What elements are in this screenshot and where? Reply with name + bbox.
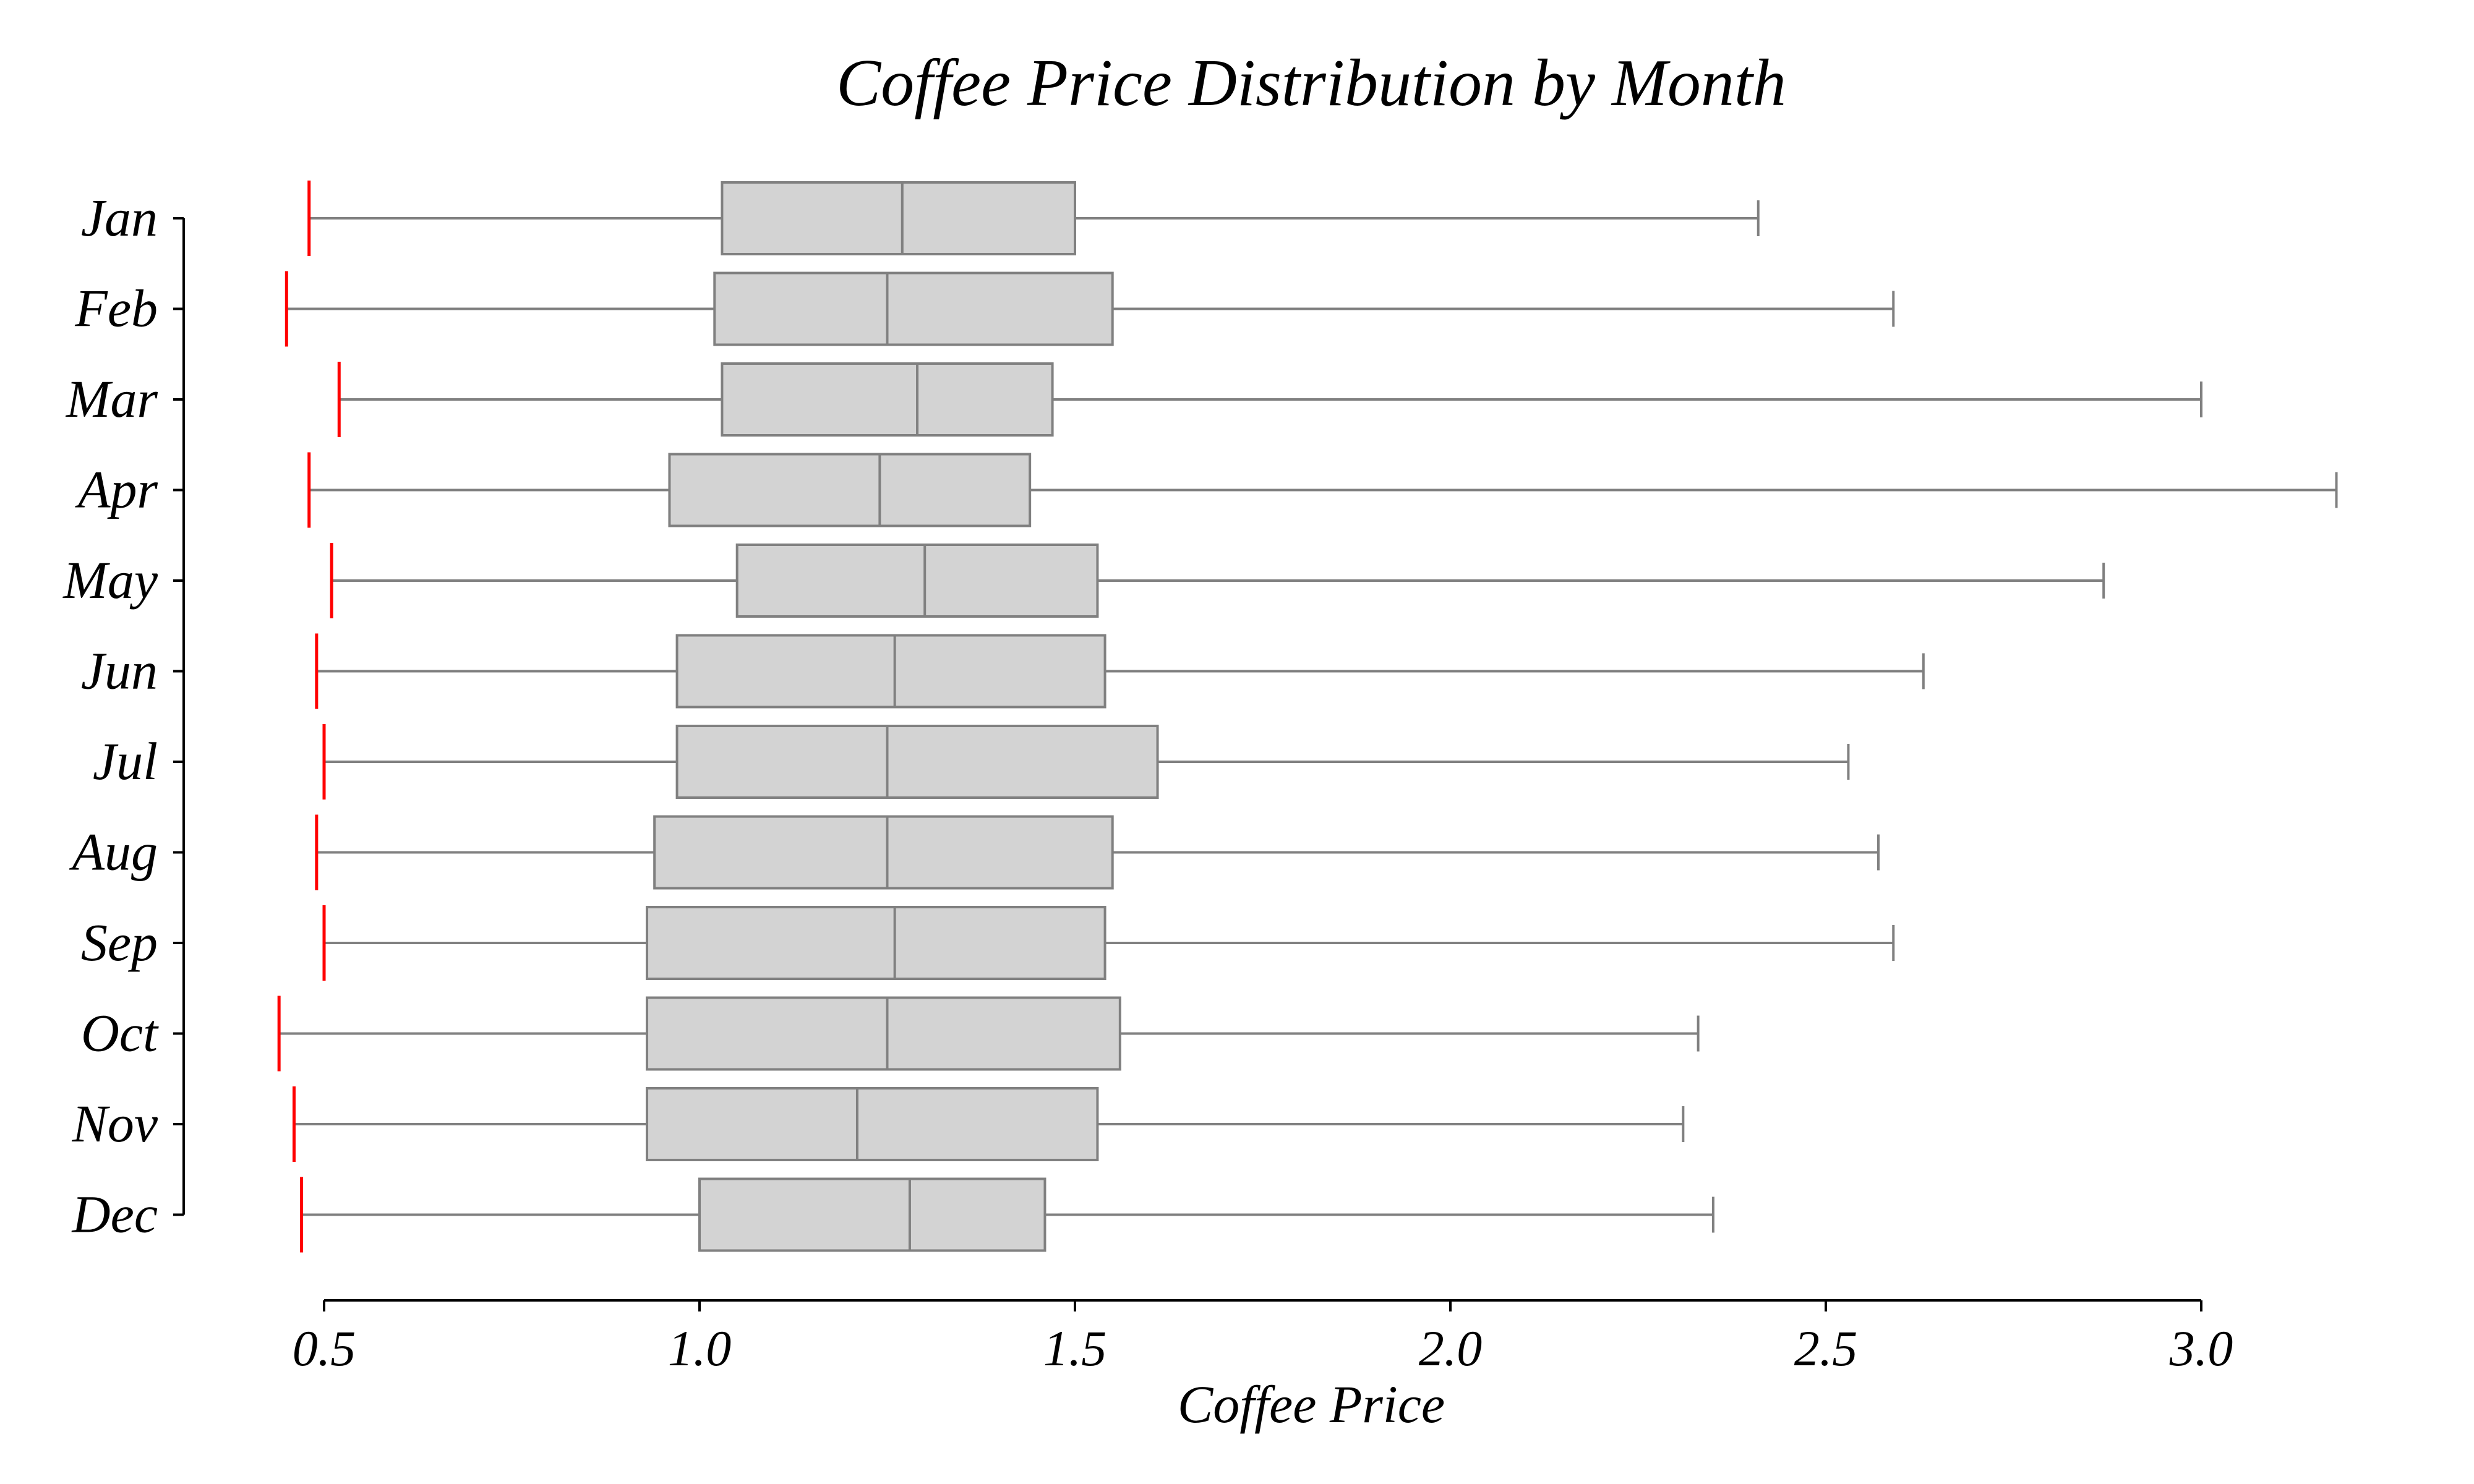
iqr-box-mar — [721, 362, 1054, 437]
x-tick-label-4: 2.5 — [1794, 1320, 1858, 1376]
x-tick-label-1: 1.0 — [668, 1320, 732, 1376]
iqr-box-feb — [713, 271, 1114, 346]
y-tick-label-mar: Mar — [65, 369, 158, 429]
box-group-aug — [315, 814, 1880, 890]
iqr-box-dec — [698, 1177, 1047, 1252]
iqr-box-sep — [646, 906, 1106, 980]
box-group-jun — [315, 633, 1925, 709]
box-group-oct — [277, 996, 1700, 1072]
x-tick-label-3: 2.0 — [1419, 1320, 1483, 1376]
iqr-box-jul — [675, 725, 1159, 799]
y-tick-label-dec: Dec — [72, 1185, 158, 1244]
y-tick-label-jun: Jun — [81, 641, 158, 701]
box-group-apr — [307, 452, 2338, 528]
box-group-feb — [285, 271, 1895, 347]
box-group-jul — [322, 724, 1850, 800]
x-tick-label-0: 0.5 — [293, 1320, 356, 1376]
y-tick-label-jan: Jan — [81, 188, 158, 247]
y-tick-label-may: May — [62, 550, 158, 610]
box-group-jan — [307, 181, 1760, 256]
y-tick-label-sep: Sep — [81, 913, 158, 972]
iqr-box-oct — [646, 996, 1121, 1071]
box-group-may — [330, 543, 2105, 618]
chart-title: Coffee Price Distribution by Month — [836, 46, 1786, 120]
plot-area — [277, 181, 2338, 1253]
iqr-box-may — [735, 544, 1099, 618]
box-group-nov — [292, 1086, 1685, 1162]
y-tick-label-feb: Feb — [74, 279, 158, 338]
box-group-sep — [322, 905, 1895, 981]
box-group-dec — [300, 1177, 1714, 1253]
iqr-box-aug — [653, 815, 1114, 890]
iqr-box-nov — [646, 1087, 1099, 1161]
x-tick-label-5: 3.0 — [2169, 1320, 2233, 1376]
y-tick-label-aug: Aug — [69, 822, 158, 882]
x-axis-label: Coffee Price — [1178, 1375, 1445, 1434]
y-tick-label-apr: Apr — [75, 460, 158, 519]
iqr-box-jun — [675, 634, 1106, 709]
x-tick-label-2: 1.5 — [1043, 1320, 1107, 1376]
iqr-box-jan — [721, 181, 1077, 255]
y-tick-label-oct: Oct — [81, 1004, 159, 1063]
iqr-box-apr — [668, 453, 1032, 527]
y-tick-label-nov: Nov — [71, 1094, 158, 1153]
box-group-mar — [337, 362, 2202, 437]
x-axis: 0.5 1.0 1.5 2.0 2.5 3.0 — [293, 1299, 2233, 1376]
y-axis: Jan Feb Mar Apr May Jun Jul Aug Sep Oct Nov Dec — [62, 188, 185, 1244]
y-tick-label-jul: Jul — [93, 731, 158, 791]
